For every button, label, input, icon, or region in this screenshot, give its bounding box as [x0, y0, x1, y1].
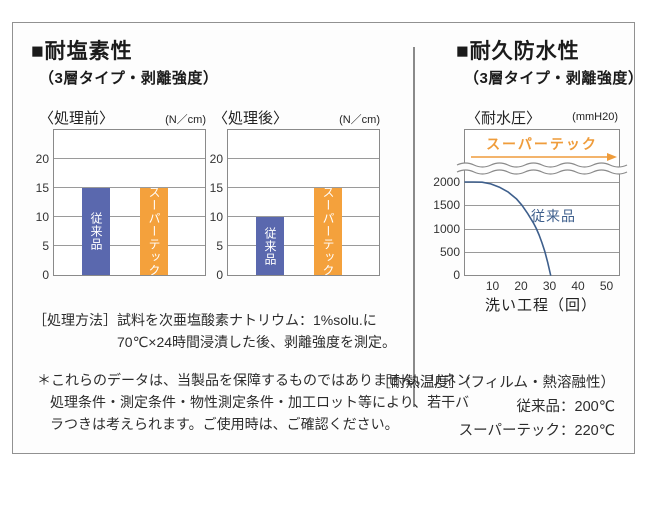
gridline — [228, 216, 379, 217]
gridline — [465, 182, 619, 183]
x-tick-label: 10 — [485, 279, 500, 293]
waterproof-line-chart: 〈耐水圧〉 (mmH20) スーパーテック 2000 1500 1000 500… — [433, 107, 628, 317]
bar-label: 従来品 — [263, 226, 277, 266]
y-tick-label: 15 — [209, 181, 223, 195]
gridline — [54, 158, 205, 159]
gridline — [228, 245, 379, 246]
y-tick-label: 500 — [439, 245, 460, 259]
heat-line: スーパーテック：220℃ — [458, 423, 615, 439]
y-tick-label: 15 — [35, 181, 49, 195]
y-tick-label: 0 — [453, 268, 460, 282]
line-plot-area: スーパーテック 2000 1500 1000 500 0 従来品 — [433, 129, 628, 281]
gridline — [54, 216, 205, 217]
y-tick-label: 1000 — [433, 222, 460, 236]
y-tick-label: 0 — [42, 268, 49, 282]
bar-conventional-product: 従来品 — [256, 217, 284, 275]
supertech-series-label: スーパーテック — [486, 136, 598, 152]
left-section-title: ■耐塩素性 — [31, 40, 133, 63]
note-line: ラつきは考えられます。ご使用時は、ご確認ください。 — [50, 416, 399, 432]
gridline — [228, 187, 379, 188]
gridline — [54, 187, 205, 188]
conventional-series-label: 従来品 — [531, 208, 576, 224]
x-tick-label: 50 — [599, 279, 614, 293]
bar-label: 従来品 — [89, 212, 103, 251]
bar-supertech: スーパーテック — [140, 186, 168, 277]
heat-line: 従来品：200℃ — [516, 399, 615, 415]
right-section-subtitle: （3層タイプ・剥離強度） — [464, 70, 644, 87]
bar-label: スーパーテック — [147, 186, 161, 277]
y-tick-label: 1500 — [433, 198, 460, 212]
bar-conventional-product: 従来品 — [82, 188, 110, 275]
content-frame: ■耐塩素性 （3層タイプ・剥離強度） 〈処理前〉 (N／cm) 20 15 10… — [12, 22, 643, 454]
left-section-subtitle: （3層タイプ・剥離強度） — [39, 70, 219, 87]
bar-supertech: スーパーテック — [314, 186, 342, 277]
gridline — [54, 245, 205, 246]
bar-plot-area: 20 15 10 5 0 従来品 スーパーテック — [210, 129, 380, 281]
bar-chart-before-treatment: 〈処理前〉 (N／cm) 20 15 10 5 0 従来品 スーパーテック — [31, 107, 206, 281]
y-tick-label: 5 — [42, 239, 49, 253]
chart-title: 〈処理前〉 — [39, 110, 115, 127]
y-tick-label: 10 — [35, 210, 49, 224]
x-tick-label: 40 — [571, 279, 585, 293]
chart-unit-label: (N／cm) — [339, 114, 380, 126]
x-tick-label: 20 — [514, 279, 528, 293]
bar-plot-area: 20 15 10 5 0 従来品 スーパーテック — [36, 129, 206, 281]
right-section-title: ■耐久防水性 — [456, 40, 580, 63]
y-tick-label: 0 — [216, 268, 223, 282]
y-tick-label: 20 — [209, 152, 223, 166]
y-tick-label: 20 — [35, 152, 49, 166]
chart-title: 〈耐水圧〉 — [466, 110, 542, 127]
note-line: ＊これらのデータは、当製品を保障するものではありません。リネン — [37, 372, 471, 388]
supertech-arrow-icon — [471, 153, 617, 161]
method-line: 試料を次亜塩酸素ナトリウム：1%solu.に — [117, 312, 377, 328]
gridline — [228, 158, 379, 159]
bar-chart-after-treatment: 〈処理後〉 (N／cm) 20 15 10 5 0 従来品 スーパーテック — [205, 107, 380, 281]
heat-line: ［耐熱温度］（フィルム・熱溶融性） — [376, 375, 615, 391]
note-line: 処理条件・測定条件・物性測定条件・加工ロット等により、若干バ — [50, 394, 470, 410]
chart-title: 〈処理後〉 — [213, 110, 289, 127]
axis-break-wave-icon — [456, 162, 628, 175]
y-tick-label: 10 — [209, 210, 223, 224]
gridline — [465, 229, 619, 230]
gridline — [465, 205, 619, 206]
treatment-method-block: ［処理方法］ 試料を次亜塩酸素ナトリウム：1%solu.に 70℃×24時間浸漬… — [33, 309, 396, 353]
chart-unit-label: (mmH20) — [572, 111, 618, 123]
y-tick-label: 2000 — [433, 175, 460, 189]
gridline — [465, 252, 619, 253]
bar-label: スーパーテック — [321, 186, 335, 277]
x-axis-label: 洗い工程（回） — [484, 297, 597, 314]
method-label: ［処理方法］ — [33, 312, 117, 328]
waterproof-curve — [464, 181, 552, 276]
y-tick-label: 5 — [216, 239, 223, 253]
x-tick-label: 30 — [542, 279, 557, 293]
section-divider — [413, 47, 415, 407]
chart-unit-label: (N／cm) — [165, 114, 206, 126]
heat-resistance-block: ［耐熱温度］（フィルム・熱溶融性） 従来品：200℃ スーパーテック：220℃ — [376, 371, 615, 443]
disclaimer-note: ＊これらのデータは、当製品を保障するものではありません。リネン 処理条件・測定条… — [37, 369, 471, 435]
method-line: 70℃×24時間浸漬した後、剥離強度を測定。 — [117, 334, 397, 350]
